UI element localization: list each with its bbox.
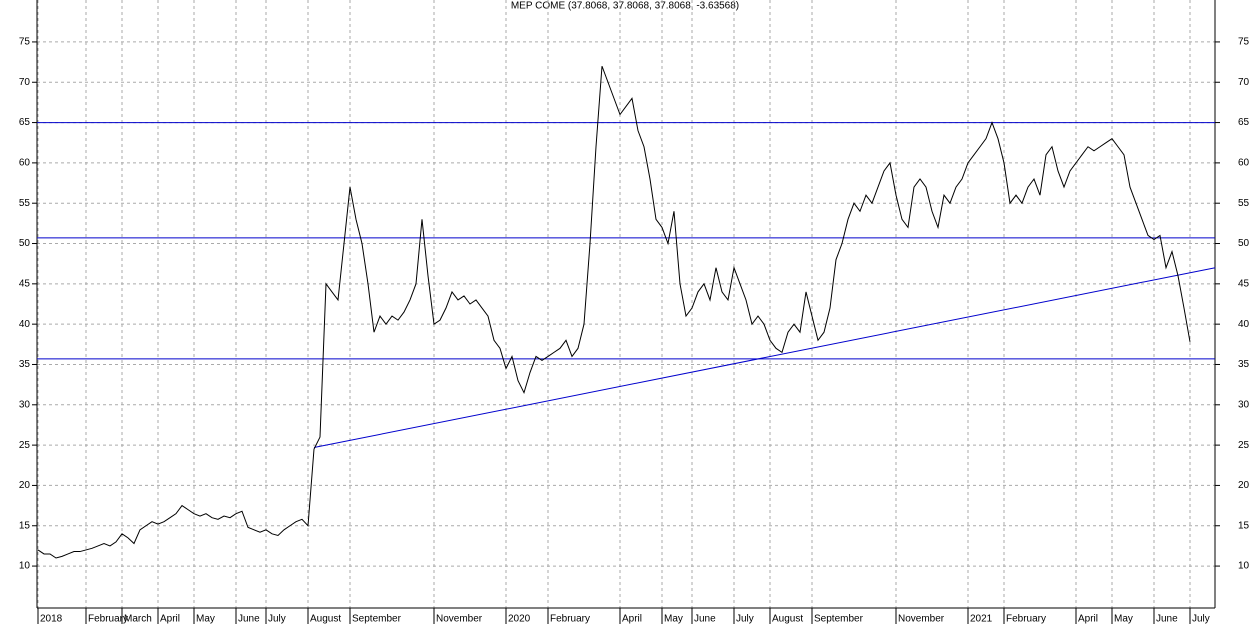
x-tick-label: July [268,614,286,624]
x-tick-label: September [352,614,402,624]
y2-tick-label: 50 [1238,238,1250,249]
y2-tick-label: 60 [1238,158,1250,169]
x-tick-label: June [694,614,716,624]
x-tick-label: February [1006,614,1046,624]
x-tick-label: August [772,614,803,624]
x-tick-label: August [310,614,341,624]
y-tick-label: 45 [19,278,31,289]
y-tick-label: 10 [19,561,31,572]
x-tick-label: May [664,614,683,624]
y2-tick-label: 55 [1238,198,1250,209]
x-tick-label: June [1156,614,1178,624]
y-tick-label: 55 [19,198,31,209]
x-tick-label: May [196,614,215,624]
y-tick-label: 25 [19,440,31,451]
y-tick-label: 50 [19,238,31,249]
x-tick-label: 2020 [508,614,531,624]
x-tick-label: March [124,614,152,624]
y2-tick-label: 75 [1238,37,1250,48]
y-tick-label: 20 [19,480,31,491]
y2-tick-label: 70 [1238,77,1250,88]
x-tick-label: November [898,614,945,624]
y2-tick-label: 40 [1238,319,1250,330]
y-tick-label: 30 [19,399,31,410]
y2-tick-label: 35 [1238,359,1250,370]
x-tick-label: July [1192,614,1210,624]
y2-tick-label: 65 [1238,117,1250,128]
x-tick-label: July [736,614,754,624]
y-tick-label: 70 [19,77,31,88]
price-line [37,65,1191,559]
y2-tick-label: 20 [1238,480,1250,491]
y-tick-label: 75 [19,37,31,48]
y2-tick-label: 25 [1238,440,1250,451]
x-tick-label: 2021 [970,614,993,624]
x-tick-label: April [1078,614,1098,624]
x-tick-label: 2018 [40,614,63,624]
x-tick-label: February [88,614,128,624]
y2-tick-label: 45 [1238,278,1250,289]
x-tick-label: November [436,614,483,624]
y-tick-label: 35 [19,359,31,370]
chart-title: MEP COME (37.8068, 37.8068, 37.8068, -3.… [511,1,739,12]
x-tick-label: February [550,614,590,624]
y2-tick-label: 15 [1238,520,1250,531]
x-tick-label: September [814,614,864,624]
y-tick-label: 15 [19,520,31,531]
y-tick-label: 40 [19,319,31,330]
x-tick-label: May [1114,614,1133,624]
y-tick-label: 60 [19,158,31,169]
trend-line [313,267,1216,449]
x-tick-label: June [238,614,260,624]
x-tick-label: April [160,614,180,624]
y-tick-label: 65 [19,117,31,128]
y2-tick-label: 30 [1238,399,1250,410]
y2-tick-label: 10 [1238,561,1250,572]
x-tick-label: April [622,614,642,624]
